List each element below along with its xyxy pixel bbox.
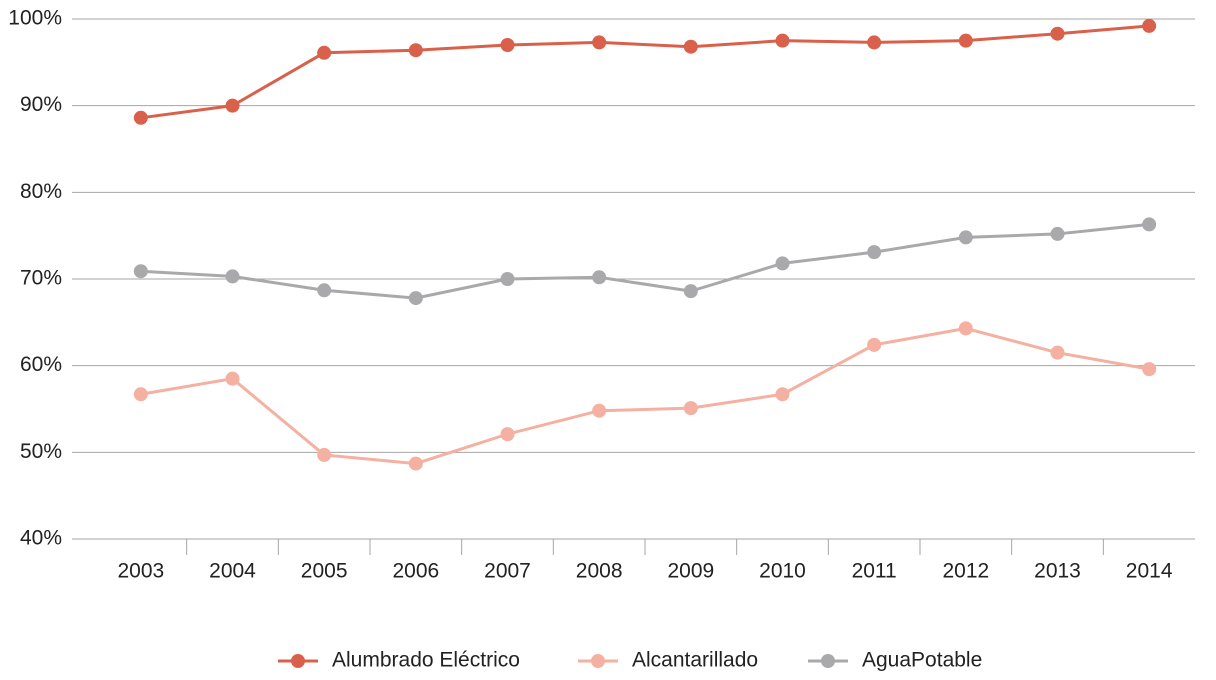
y-tick-label: 70%: [20, 267, 62, 290]
x-tick-label: 2008: [576, 560, 623, 583]
x-tick-label: 2013: [1034, 560, 1081, 583]
series-line: [140, 326, 1150, 466]
data-point: [225, 269, 240, 284]
data-point: [1050, 226, 1065, 241]
data-point: [683, 39, 698, 54]
data-point: [775, 387, 790, 402]
legend-label: Alcantarillado: [632, 649, 758, 672]
data-point: [317, 45, 332, 60]
x-tick-label: 2014: [1126, 560, 1173, 583]
data-point: [133, 387, 148, 402]
legend-label: Alumbrado Eléctrico: [332, 649, 520, 672]
x-tick-label: 2003: [117, 560, 164, 583]
data-point: [1142, 362, 1157, 377]
data-point: [592, 270, 607, 285]
x-tick-label: 2004: [209, 560, 256, 583]
legend-label: AguaPotable: [862, 649, 982, 672]
data-point: [867, 245, 882, 260]
legend-marker: [591, 654, 605, 668]
y-tick-label: 40%: [20, 527, 62, 550]
data-point: [408, 43, 423, 58]
data-point: [500, 272, 515, 286]
data-point: [317, 283, 332, 298]
data-point: [225, 371, 240, 386]
data-point: [775, 33, 790, 48]
x-tick-label: 2006: [392, 560, 439, 583]
data-point: [683, 284, 698, 299]
legend-marker: [821, 654, 835, 668]
y-tick-label: 60%: [20, 353, 62, 376]
x-tick-label: 2005: [301, 560, 348, 583]
y-tick-label: 100%: [8, 7, 62, 30]
data-point: [408, 291, 423, 306]
data-point: [133, 264, 148, 279]
data-point: [867, 35, 882, 50]
data-point: [1142, 217, 1157, 232]
data-point: [958, 230, 973, 245]
data-point: [775, 256, 790, 271]
data-point: [867, 337, 882, 352]
y-tick-label: 50%: [20, 440, 62, 463]
x-tick-label: 2010: [759, 560, 806, 583]
x-tick-label: 2009: [667, 560, 714, 583]
data-point: [500, 38, 515, 52]
series-line: [140, 222, 1150, 300]
data-point: [958, 321, 973, 336]
data-point: [1142, 18, 1157, 33]
x-tick-label: 2007: [484, 560, 531, 583]
data-point: [1050, 26, 1065, 41]
data-point: [500, 427, 515, 442]
data-point: [317, 447, 332, 462]
x-tick-label: 2012: [942, 560, 989, 583]
data-point: [958, 33, 973, 48]
x-tick-label: 2011: [852, 560, 897, 583]
data-point: [133, 110, 148, 125]
y-tick-label: 80%: [20, 180, 62, 203]
data-point: [408, 456, 423, 471]
y-tick-label: 90%: [20, 93, 62, 116]
data-point: [225, 98, 240, 113]
series-line: [140, 24, 1150, 120]
data-point: [1050, 345, 1065, 360]
data-point: [683, 401, 698, 416]
data-point: [592, 35, 607, 50]
data-point: [592, 403, 607, 418]
legend-marker: [291, 654, 305, 668]
